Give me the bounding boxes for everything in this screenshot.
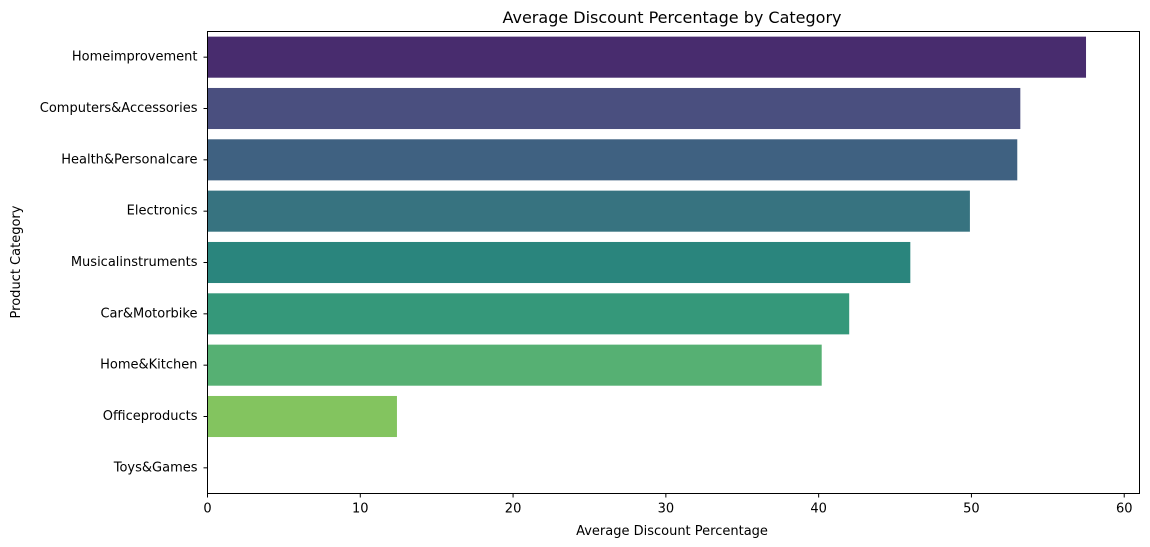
bar [207,36,1087,78]
y-tick-label: Officeproducts [103,409,198,424]
x-tick-label: 0 [203,502,211,517]
y-tick-label: Toys&Games [113,460,198,475]
bar [207,395,397,438]
bar [207,87,1021,130]
x-ticks: 0 10 20 30 40 50 60 [203,493,1133,517]
x-tick-label: 50 [963,502,980,517]
x-tick-label: 40 [810,502,827,517]
y-tick-label: Computers&Accessories [40,101,198,116]
y-tick-label: Health&Personalcare [61,152,197,167]
plot-frame [207,31,1140,494]
y-tick-label: Homeimprovement [72,50,198,65]
x-axis-label: Average Discount Percentage [576,524,768,539]
y-tick-labels: Homeimprovement Computers&Accessories Heal… [40,50,208,475]
y-tick-label: Electronics [127,204,198,219]
y-tick-label: Home&Kitchen [100,358,197,373]
bar [207,190,970,232]
y-tick-label: Musicalinstruments [71,255,198,270]
x-tick-label: 30 [658,502,675,517]
bars-group [207,36,1087,438]
bar [207,344,822,386]
x-tick-label: 60 [1116,502,1133,517]
y-axis-label: Product Category [9,205,24,318]
bar [207,293,850,335]
bar [207,241,911,284]
y-tick-label: Car&Motorbike [100,306,197,321]
x-tick-label: 20 [505,502,522,517]
bar [207,139,1018,181]
x-tick-label: 10 [352,502,369,517]
chart-title: Average Discount Percentage by Category [502,8,841,27]
